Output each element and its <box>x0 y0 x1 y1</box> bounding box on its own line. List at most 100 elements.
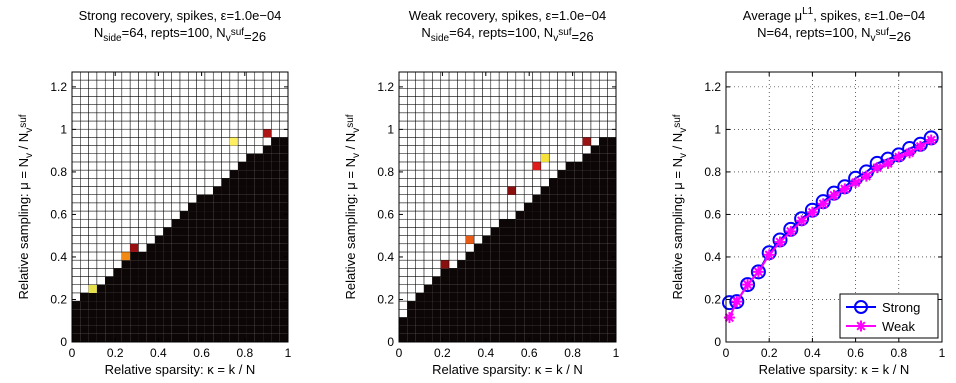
heatmap-cell <box>590 219 600 228</box>
heatmap-cell <box>163 96 172 105</box>
y-axis-label-group: Relative sampling: μ = Nv / Nvsuf <box>16 114 35 299</box>
heatmap-cell <box>246 243 255 252</box>
heatmap-cell <box>565 227 575 236</box>
heatmap-cell <box>188 186 197 195</box>
heatmap-cell <box>524 284 533 293</box>
heatmap-cell <box>271 260 280 269</box>
heatmap-cell <box>432 292 441 302</box>
heatmap-cell <box>432 104 441 114</box>
heatmap-cell <box>398 227 408 236</box>
heatmap-cell <box>398 137 408 146</box>
heatmap-cell <box>80 128 89 138</box>
heatmap-cell <box>599 186 608 195</box>
heatmap-cell <box>213 219 222 228</box>
heatmap-cell <box>440 235 450 245</box>
heatmap-cell <box>490 79 500 89</box>
data-point-weak <box>752 266 764 278</box>
heatmap-cell <box>507 317 516 326</box>
heatmap-cell <box>465 178 475 187</box>
heatmap-cell <box>582 88 592 97</box>
heatmap-cell <box>271 243 280 252</box>
heatmap-cell <box>246 284 255 293</box>
heatmap-cell <box>499 260 508 269</box>
heatmap-cell <box>71 112 81 122</box>
heatmap-cell <box>424 309 433 318</box>
heatmap-cell <box>138 145 148 154</box>
heatmap-cell <box>574 227 583 236</box>
heatmap-cell <box>180 251 189 261</box>
heatmap-cell <box>474 251 483 261</box>
heatmap-cell <box>279 333 288 342</box>
y-axis-label: Relative sampling: μ = Nv / Nvsuf <box>670 114 689 299</box>
heatmap-cell <box>88 79 98 89</box>
heatmap-cell <box>457 137 467 146</box>
heatmap-cell <box>113 137 123 146</box>
heatmap-cell <box>574 145 583 154</box>
heatmap-cell <box>557 219 566 228</box>
heatmap-cell <box>229 211 239 220</box>
heatmap-cell <box>163 301 172 310</box>
heatmap-cell <box>88 71 98 81</box>
heatmap-cell <box>574 104 583 114</box>
heatmap-cell <box>423 104 433 114</box>
heatmap-cell <box>129 79 139 89</box>
heatmap-cell <box>407 333 416 342</box>
heatmap-cell <box>498 178 508 187</box>
heatmap-cell <box>138 120 148 130</box>
heatmap-cell <box>212 88 222 97</box>
heatmap-cell <box>582 194 591 203</box>
heatmap-cell <box>196 284 205 293</box>
heatmap-cell <box>465 104 475 114</box>
heatmap-cell <box>574 268 583 277</box>
heatmap-cell <box>163 71 172 81</box>
heatmap-cell <box>407 186 416 195</box>
heatmap-cell <box>196 88 206 97</box>
heatmap-cell <box>204 268 214 277</box>
heatmap-cell <box>432 169 441 179</box>
heatmap-cell <box>88 317 97 326</box>
heatmap-cell <box>515 178 525 187</box>
heatmap-cell <box>424 301 433 310</box>
heatmap-cell <box>146 120 156 130</box>
heatmap-cell <box>432 251 441 261</box>
heatmap-cell <box>499 251 508 261</box>
heatmap-cell <box>499 325 508 334</box>
heatmap-cell <box>146 169 156 179</box>
heatmap-cell <box>448 194 458 204</box>
y-tick-label: 0.4 <box>704 250 721 264</box>
heatmap-cell <box>237 104 247 114</box>
x-tick-label: 0.2 <box>434 346 451 360</box>
heatmap-cell <box>129 128 139 138</box>
heatmap-cell <box>398 276 408 285</box>
heatmap-cell <box>440 317 450 326</box>
heatmap-cell <box>423 218 433 228</box>
heatmap-cell <box>599 194 608 203</box>
heatmap-cell <box>457 218 467 228</box>
heatmap-cell <box>407 292 416 302</box>
heatmap-cell <box>104 128 114 138</box>
chart-title-line-1: Weak recovery, spikes, ε=1.0e−04 <box>409 8 607 23</box>
heatmap-cell <box>246 325 255 334</box>
heatmap-cell <box>263 301 272 310</box>
heatmap-cell <box>482 145 492 154</box>
heatmap-cell <box>540 219 550 228</box>
heatmap-cell <box>121 79 131 89</box>
heatmap-cell <box>138 186 148 195</box>
heatmap-cell <box>398 104 408 114</box>
heatmap-cell <box>448 227 458 236</box>
heatmap-cell <box>229 153 239 163</box>
heatmap-cell <box>279 284 288 293</box>
heatmap-cell <box>515 112 525 122</box>
heatmap-cell <box>188 333 197 342</box>
heatmap-cell <box>88 178 98 187</box>
heatmap-cell <box>146 202 156 212</box>
heatmap-cell <box>590 194 600 203</box>
heatmap-cell <box>549 333 558 342</box>
heatmap-cell <box>490 169 500 179</box>
heatmap-cell <box>138 71 148 81</box>
heatmap-cell <box>548 145 558 154</box>
heatmap-cell <box>71 259 81 269</box>
heatmap-cell <box>113 153 123 163</box>
y-tick-label: 1 <box>60 122 67 136</box>
